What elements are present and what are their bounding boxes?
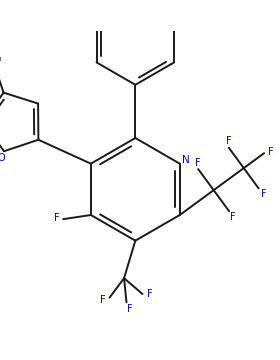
Text: F: F xyxy=(260,189,266,199)
Text: F: F xyxy=(127,304,133,314)
Text: O: O xyxy=(0,153,5,163)
Text: F: F xyxy=(147,289,153,299)
Text: F: F xyxy=(54,213,59,223)
Text: F: F xyxy=(230,212,236,222)
Text: F: F xyxy=(226,136,232,146)
Text: F: F xyxy=(100,296,106,305)
Text: CH₃: CH₃ xyxy=(0,54,1,63)
Text: N: N xyxy=(183,155,190,165)
Text: F: F xyxy=(268,147,274,157)
Text: F: F xyxy=(195,158,201,167)
